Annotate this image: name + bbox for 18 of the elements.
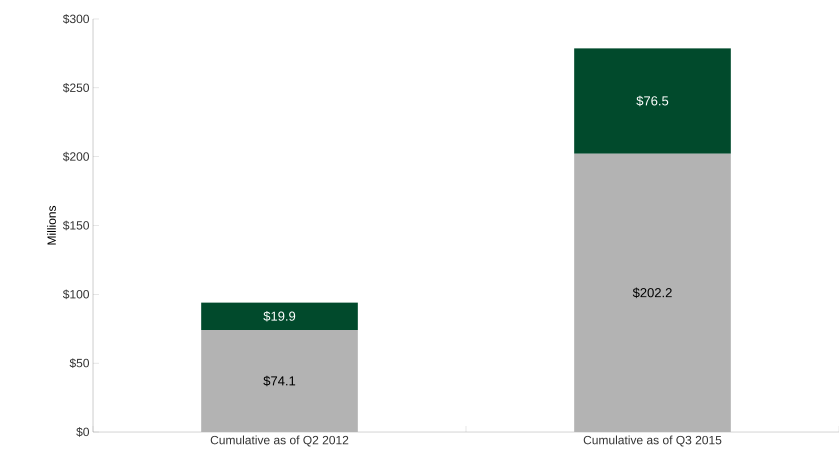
bar bbox=[574, 48, 731, 154]
data-label: $76.5 bbox=[636, 96, 668, 106]
data-label: $202.2 bbox=[632, 288, 672, 298]
bar bbox=[201, 330, 358, 432]
y-tick-label: $0 bbox=[76, 427, 90, 437]
data-label: $74.1 bbox=[263, 376, 296, 386]
data-label: $19.9 bbox=[263, 311, 296, 322]
y-tick-label: $150 bbox=[62, 220, 90, 230]
y-tick-label: $100 bbox=[62, 289, 90, 300]
y-tick-label: $50 bbox=[70, 358, 90, 368]
y-tick-label: $250 bbox=[62, 82, 90, 93]
bar bbox=[201, 302, 358, 330]
x-tick-label: Cumulative as of Q2 2012 bbox=[210, 436, 348, 446]
x-tick-label: Cumulative as of Q3 2015 bbox=[584, 436, 722, 446]
bar bbox=[574, 154, 731, 432]
y-axis-title: Millions bbox=[47, 206, 56, 245]
y-tick-label: $200 bbox=[62, 152, 90, 162]
y-tick-label: $300 bbox=[62, 14, 90, 24]
